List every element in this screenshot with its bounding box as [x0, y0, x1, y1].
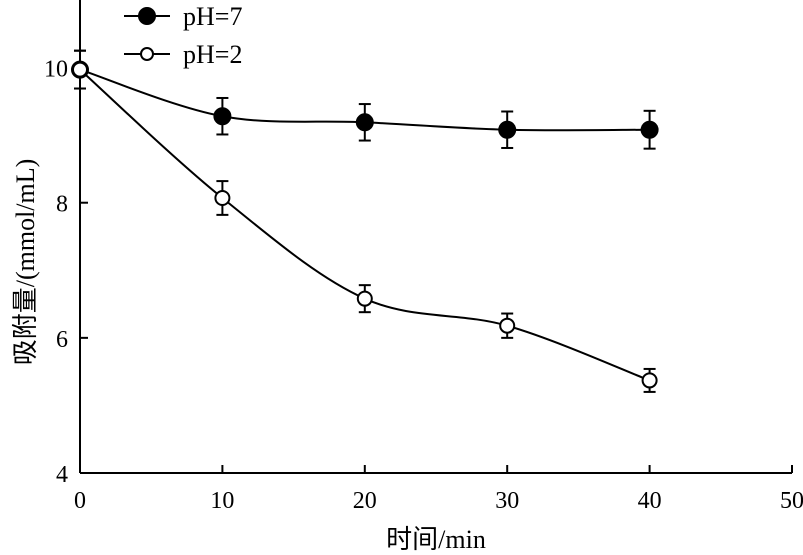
x-tick-label: 30: [495, 488, 519, 514]
x-axis-ticks: 0 10 20 30 40 50: [74, 465, 803, 514]
data-point: [641, 372, 658, 389]
legend-marker: [140, 47, 154, 61]
data-point: [640, 120, 659, 139]
legend-label: pH=7: [183, 2, 242, 31]
x-tick-label: 40: [638, 488, 662, 514]
y-axis-title: 吸附量/(mmol/mL): [11, 159, 40, 366]
plot-area: 0 10 20 30 40 50 4 6 8 10: [44, 0, 803, 514]
y-tick-label: 10: [44, 57, 68, 83]
x-tick-label: 0: [74, 488, 86, 514]
legend-label: pH=2: [183, 40, 242, 69]
y-axis-ticks: 4 6 8 10: [44, 57, 88, 488]
data-point: [213, 107, 232, 126]
legend-item-ph7: pH=7: [124, 2, 242, 31]
y-tick-label: 6: [56, 327, 68, 353]
y-tick-label: 4: [56, 462, 68, 488]
series-ph2: [72, 49, 658, 393]
y-tick-label: 8: [56, 192, 68, 218]
legend: pH=7 pH=2: [124, 2, 242, 69]
x-tick-label: 10: [210, 488, 234, 514]
legend-marker: [138, 7, 156, 25]
series-layer: [71, 49, 659, 393]
x-tick-label: 20: [353, 488, 377, 514]
legend-items: pH=7 pH=2: [124, 2, 242, 69]
data-point: [499, 317, 516, 334]
data-point: [498, 120, 517, 139]
x-axis-title: 时间/min: [386, 525, 486, 554]
data-point: [72, 61, 88, 78]
series-ph7: [71, 49, 659, 150]
data-point: [356, 290, 373, 307]
legend-item-ph2: pH=2: [124, 40, 242, 69]
x-tick-label: 50: [780, 488, 803, 514]
data-point: [214, 189, 231, 206]
data-point: [355, 113, 374, 132]
